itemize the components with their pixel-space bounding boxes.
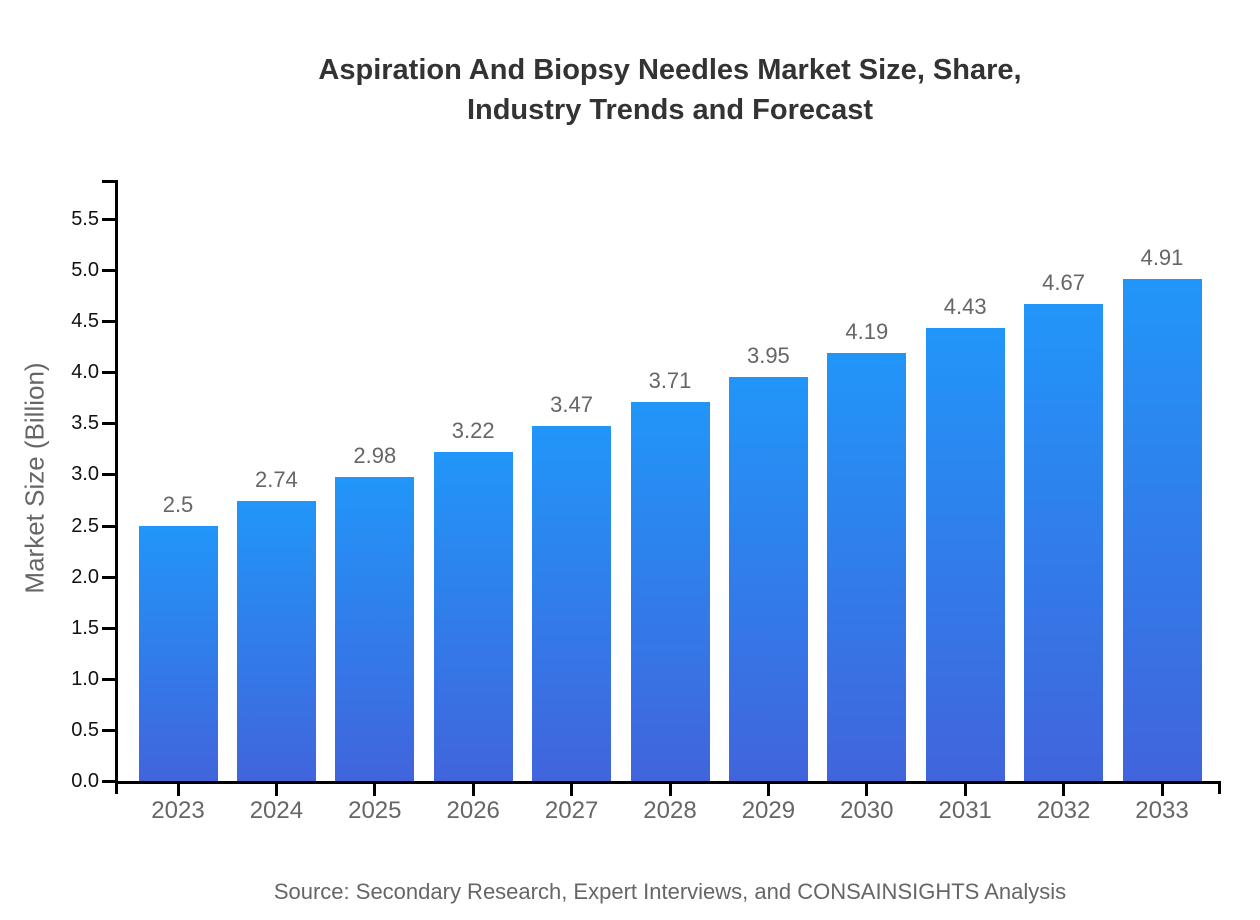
bar-value-label: 4.91 <box>1140 245 1184 271</box>
bar-value-label: 4.67 <box>1042 269 1086 295</box>
bar-value-label: 3.47 <box>550 392 594 418</box>
x-tick-label: 2031 <box>938 797 992 824</box>
bar <box>236 501 316 781</box>
y-tick-label: 4.5 <box>71 310 99 333</box>
y-tick-label: 0.0 <box>71 770 99 792</box>
source-note: Source: Secondary Research, Expert Inter… <box>273 879 1067 904</box>
y-tick <box>102 269 115 273</box>
bar <box>1024 303 1104 781</box>
x-tick-label: 2028 <box>643 797 697 824</box>
x-tick <box>1062 784 1066 796</box>
x-tick-label: 2029 <box>741 797 796 824</box>
x-axis-line <box>115 781 1221 784</box>
chart-title: Aspiration And Biopsy Needles Market Siz… <box>220 50 1120 130</box>
y-tick-label: 3.5 <box>71 412 99 435</box>
x-tick-label: 2025 <box>348 797 402 824</box>
bar <box>335 476 415 781</box>
y-tick-label: 1.5 <box>71 616 99 639</box>
bar <box>1122 279 1202 781</box>
bar <box>728 377 808 781</box>
y-tick-label: 4.0 <box>71 361 99 384</box>
bar <box>925 328 1005 781</box>
chart-title-line-1: Aspiration And Biopsy Needles Market Siz… <box>318 54 1022 86</box>
x-tick <box>865 784 869 796</box>
x-tick <box>471 784 475 796</box>
y-tick <box>102 473 115 477</box>
x-tick-label: 2033 <box>1135 797 1189 824</box>
bar <box>138 525 218 781</box>
y-tick-label: 2.5 <box>71 514 99 537</box>
y-tick <box>102 371 115 375</box>
y-tick <box>102 524 115 528</box>
x-tick-label: 2023 <box>151 797 205 824</box>
y-tick-label: 3.0 <box>71 463 99 486</box>
bar-value-label: 4.19 <box>845 318 889 344</box>
x-tick <box>1160 784 1164 796</box>
x-tick <box>963 784 967 796</box>
x-tick <box>766 784 770 796</box>
bar <box>532 426 612 781</box>
y-tick-label: 1.0 <box>71 667 99 690</box>
bar-value-label: 2.74 <box>254 467 298 493</box>
y-axis-line <box>115 180 118 784</box>
x-tick-label: 2032 <box>1036 797 1091 824</box>
y-tick <box>102 422 115 426</box>
bar-value-label: 2.98 <box>353 442 397 468</box>
bar <box>827 352 907 781</box>
x-tick <box>176 784 180 796</box>
y-tick <box>102 677 115 681</box>
bar <box>630 401 710 781</box>
y-tick <box>102 728 115 732</box>
y-tick-label: 5.0 <box>71 259 99 282</box>
bar-value-label: 3.71 <box>648 367 692 393</box>
x-axis-right-cap <box>1218 781 1221 794</box>
bar <box>433 451 513 781</box>
y-tick <box>102 626 115 630</box>
chart-title-line-2: Industry Trends and Forecast <box>466 94 874 126</box>
y-tick <box>102 218 115 221</box>
x-tick-label: 2026 <box>446 797 500 824</box>
x-tick <box>570 784 574 796</box>
x-axis-left-cap <box>115 781 118 794</box>
x-tick-label: 2027 <box>544 797 599 824</box>
x-tick <box>373 784 377 796</box>
x-tick <box>668 784 672 796</box>
y-tick-label: 2.0 <box>71 565 99 588</box>
x-tick-label: 2030 <box>840 797 894 824</box>
y-axis-top-cap <box>102 180 115 183</box>
y-tick <box>102 780 115 783</box>
bar-value-label: 3.95 <box>746 343 790 369</box>
bar-value-label: 3.22 <box>451 417 495 443</box>
y-tick <box>102 575 115 579</box>
y-tick <box>102 320 115 324</box>
bar-value-label: 4.43 <box>943 294 987 320</box>
bar-value-label: 2.5 <box>162 491 194 517</box>
x-tick-label: 2024 <box>249 797 304 824</box>
x-tick <box>274 784 278 796</box>
y-tick-label: 0.5 <box>71 718 99 741</box>
y-tick-label: 5.5 <box>71 208 99 230</box>
